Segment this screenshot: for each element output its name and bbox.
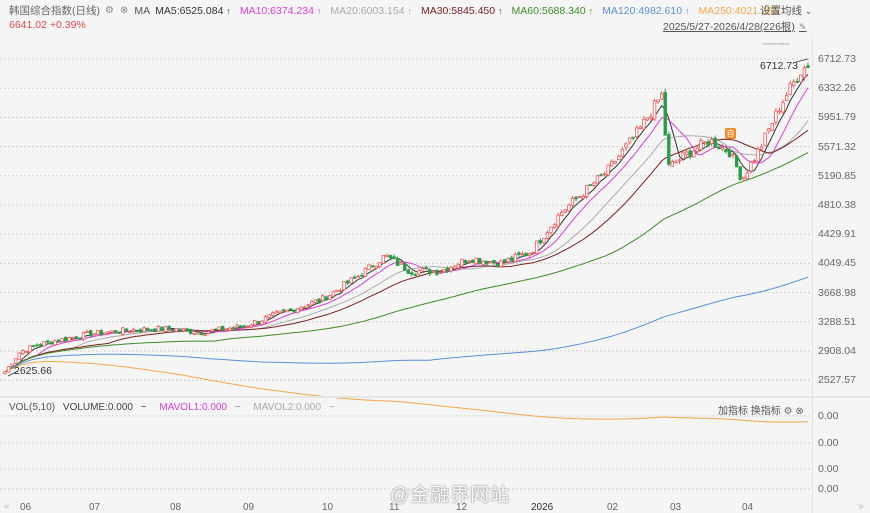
ma-label: MA <box>134 4 151 17</box>
y-tick: 2527.57 <box>818 374 856 387</box>
y-tick: 6712.73 <box>818 53 856 65</box>
volume-actions: 加指标 换指标 ⚙ ⊗ <box>718 402 804 417</box>
x-tick: 2026 <box>531 502 554 513</box>
change-indicator-button[interactable]: 换指标 <box>750 406 781 417</box>
y-tick: 4049.45 <box>818 257 856 270</box>
chevron-down-icon: ⌄ <box>804 6 813 16</box>
y-tick: 3668.98 <box>818 286 856 299</box>
ma-value-2: MA20:6003.154 ↑ <box>330 4 412 17</box>
panel-divider[interactable] <box>0 396 870 398</box>
vol-volume: VOLUME:0.000 − <box>62 402 147 413</box>
ma-value-4: MA60:5688.340 ↑ <box>511 4 594 17</box>
vol-tick: 0.00 <box>818 410 839 422</box>
vol-mavol2: MAVOL2:0.000 − <box>253 402 335 413</box>
date-range-label: 2025/5/27-2026/4/28(226根) <box>663 21 795 33</box>
y-tick: 5951.79 <box>818 111 856 124</box>
y-tick: 4429.91 <box>818 228 856 241</box>
vol-tick: 0.00 <box>818 437 839 449</box>
x-tick: 08 <box>170 502 182 513</box>
drag-handle-icon[interactable]: ▪▪▪▪▪▪▪▪▪▪▪ <box>762 41 790 48</box>
ma-value-1: MA10:6374.234 ↑ <box>239 4 322 17</box>
date-range-link[interactable]: 2025/5/27-2026/4/28(226根) ✎ <box>663 19 806 34</box>
close-circle-icon[interactable]: ⊗ <box>119 5 130 16</box>
x-tick: 09 <box>243 502 255 513</box>
ma-values: MA5:6525.084 ↑ MA10:6374.234 ↑ MA20:6003.1… <box>155 5 795 17</box>
ma-value-3: MA30:5845.450 ↑ <box>420 4 503 17</box>
x-tick: 03 <box>670 502 682 513</box>
set-ma-button[interactable]: 设置均线 ⌄ <box>760 3 812 18</box>
ma-value-5: MA120:4982.610 ↑ <box>602 4 690 17</box>
x-tick: 10 <box>322 502 334 513</box>
low-label: 2625.66 <box>14 365 52 377</box>
pin-icon[interactable]: ✎ <box>798 22 807 32</box>
vol-tick: 0.00 <box>818 463 839 475</box>
x-tick: 11 <box>389 502 400 513</box>
y-tick: 2908.04 <box>818 345 856 357</box>
last-price: 6641.02 <box>9 19 47 31</box>
ma-value-0: MA5:6525.084 ↑ <box>155 4 231 17</box>
volume-legend: VOL(5,10) VOLUME:0.000 − MAVOL1:0.000 − … <box>9 402 345 413</box>
y-tick: 5190.85 <box>818 169 856 182</box>
axis-separator <box>812 38 813 513</box>
y-tick: 3288.51 <box>818 315 856 328</box>
ma-value-6: MA250:4021.265 ↑ <box>698 4 786 17</box>
price-line: 6641.02 +0.39% <box>9 19 86 31</box>
x-tick: 12 <box>456 502 468 513</box>
vol-tick: 0.00 <box>818 483 839 495</box>
x-tick: 06 <box>20 502 32 513</box>
scroll-right-icon[interactable]: » <box>858 501 864 512</box>
x-tick: 02 <box>607 502 619 513</box>
chart-header: 韩国综合指数(日线) ⚙ ⊗ MA MA5:6525.084 ↑ MA10:637… <box>0 0 870 34</box>
x-tick: 07 <box>89 502 101 513</box>
change-percent: +0.39% <box>49 19 86 31</box>
x-tick: 04 <box>742 502 754 513</box>
gear-icon[interactable]: ⚙ <box>783 406 793 417</box>
event-badge-icon[interactable]: 自 <box>725 128 736 139</box>
index-title: 韩国综合指数(日线) <box>9 5 100 17</box>
add-indicator-button[interactable]: 加指标 <box>718 406 748 417</box>
vol-title: VOL(5,10) <box>9 402 56 413</box>
set-ma-label: 设置均线 <box>760 5 802 17</box>
y-tick: 5571.32 <box>818 140 856 153</box>
y-tick: 6332.26 <box>818 82 856 95</box>
ma-legend: 韩国综合指数(日线) ⚙ ⊗ MA MA5:6525.084 ↑ MA10:637… <box>9 3 795 18</box>
high-label: 6712.73 <box>760 60 798 72</box>
y-tick: 4810.38 <box>818 199 856 211</box>
watermark: @金融界网站 <box>390 485 511 506</box>
close-circle-icon[interactable]: ⊗ <box>795 406 804 417</box>
scroll-left-icon[interactable]: « <box>4 501 10 512</box>
vol-mavol1: MAVOL1:0.000 − <box>159 402 241 413</box>
gear-icon[interactable]: ⚙ <box>105 5 115 16</box>
